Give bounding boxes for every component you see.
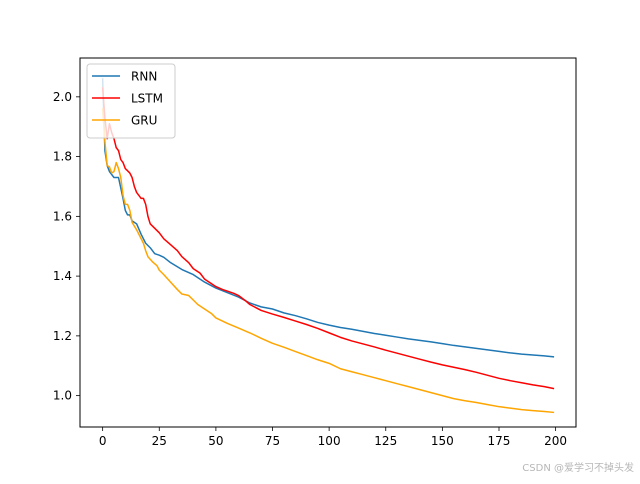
y-tick-label: 1.0 xyxy=(53,389,72,403)
series-layer xyxy=(101,78,555,414)
legend-label-rnn: RNN xyxy=(131,70,157,84)
x-tick-label: 175 xyxy=(488,434,511,448)
series-line-lstm xyxy=(101,87,555,390)
x-tick-label: 50 xyxy=(208,434,223,448)
y-tick-label: 1.6 xyxy=(53,209,72,223)
y-axis: 1.0 1.2 1.4 1.6 1.8 2.0 xyxy=(53,90,80,403)
y-tick-label: 1.8 xyxy=(53,150,72,164)
x-tick-label: 75 xyxy=(265,434,280,448)
x-axis: 0 25 50 75 100 125 150 175 200 xyxy=(99,427,567,448)
legend-label-gru: GRU xyxy=(131,114,157,128)
watermark: CSDN @爱学习不掉头发 xyxy=(522,463,634,474)
x-tick-label: 150 xyxy=(431,434,454,448)
plot-area-frame xyxy=(79,57,577,428)
series-line-rnn xyxy=(101,78,555,358)
y-tick-label: 1.4 xyxy=(53,269,72,283)
y-tick-label: 1.2 xyxy=(53,329,72,343)
legend: RNN LSTM GRU xyxy=(86,63,176,139)
x-tick-label: 125 xyxy=(374,434,397,448)
series-line-gru xyxy=(101,107,555,414)
x-tick-label: 200 xyxy=(544,434,567,448)
legend-label-lstm: LSTM xyxy=(131,92,163,106)
x-tick-label: 100 xyxy=(318,434,341,448)
x-tick-label: 25 xyxy=(152,434,167,448)
x-tick-label: 0 xyxy=(99,434,107,448)
y-tick-label: 2.0 xyxy=(53,90,72,104)
